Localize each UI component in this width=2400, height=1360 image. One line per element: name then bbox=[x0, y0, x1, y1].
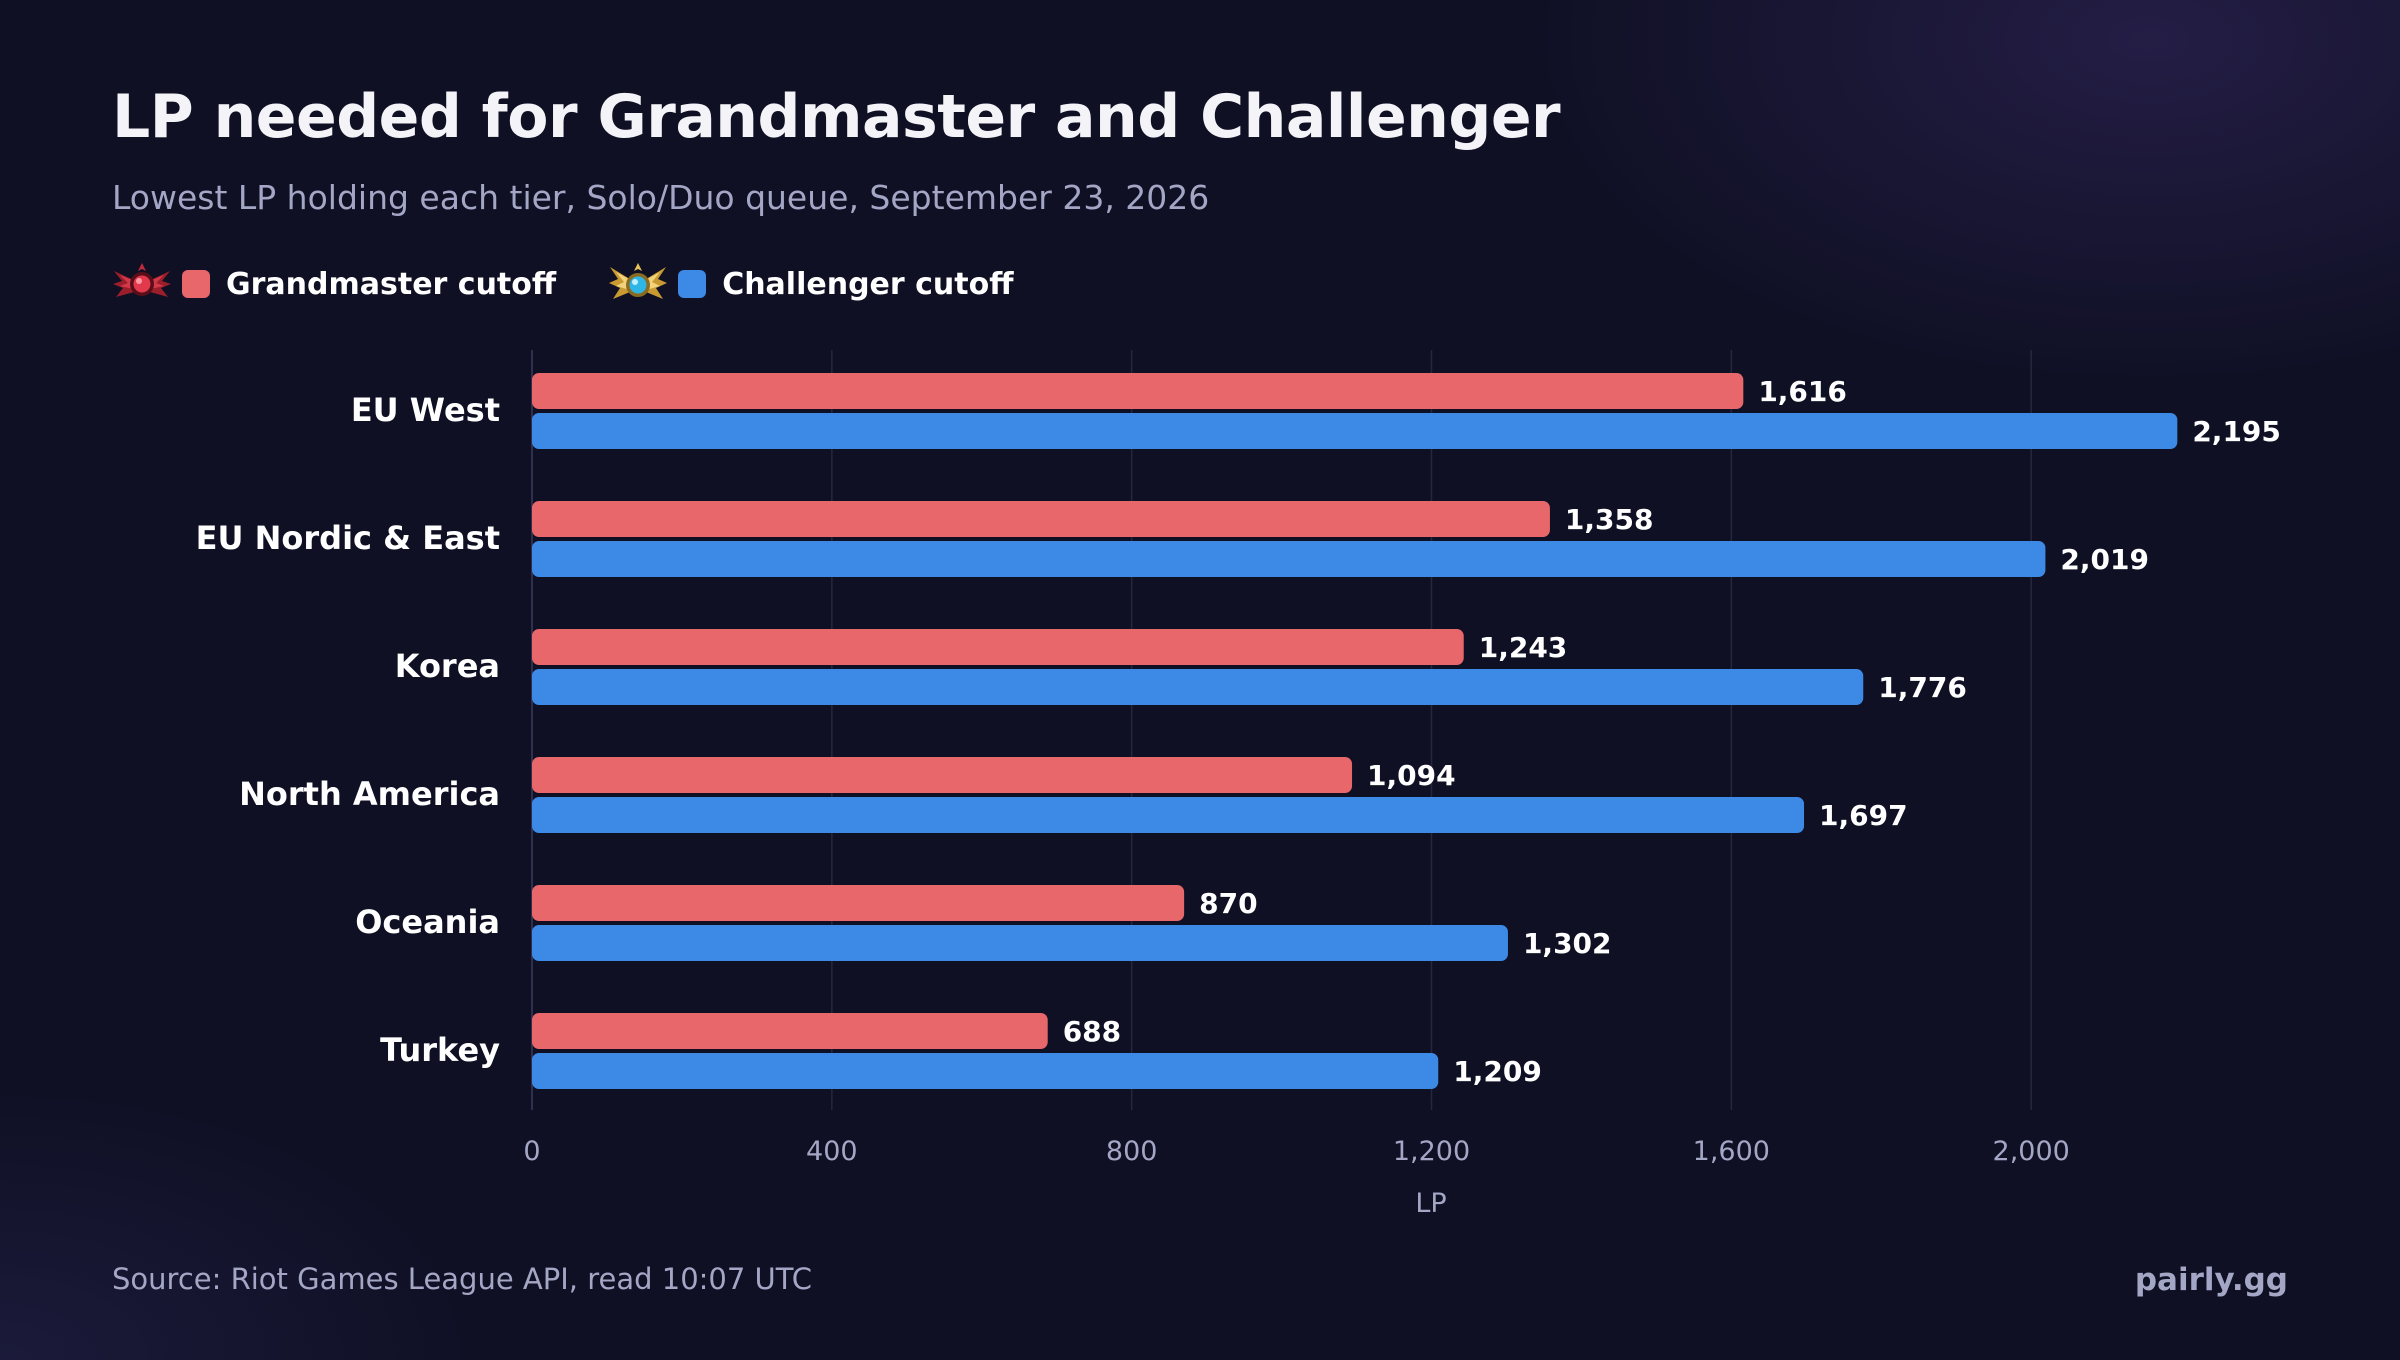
x-tick-label: 0 bbox=[523, 1136, 540, 1167]
data-label: 1,209 bbox=[1453, 1055, 1542, 1088]
chart-title: LP needed for Grandmaster and Challenger bbox=[112, 82, 1561, 152]
x-tick-label: 1,200 bbox=[1393, 1136, 1470, 1167]
category-label: Turkey bbox=[380, 1031, 500, 1069]
x-tick-label: 800 bbox=[1106, 1136, 1158, 1167]
data-label: 1,776 bbox=[1878, 671, 1967, 704]
challenger-bar bbox=[532, 1053, 1439, 1089]
grandmaster-bar bbox=[532, 501, 1550, 537]
source-note: Source: Riot Games League API, read 10:0… bbox=[112, 1262, 813, 1296]
x-tick-label: 1,600 bbox=[1693, 1136, 1770, 1167]
data-label: 1,243 bbox=[1479, 631, 1568, 664]
category-label: EU West bbox=[351, 391, 500, 429]
grandmaster-bar bbox=[532, 757, 1353, 793]
legend: Grandmaster cutoff Challenger cutoff bbox=[112, 256, 1066, 312]
x-axis-ticks: 0 400 800 1,200 1,600 2,000 bbox=[523, 1136, 2069, 1167]
legend-label-challenger: Challenger cutoff bbox=[722, 266, 1014, 302]
bars bbox=[532, 373, 2178, 1089]
legend-label-grandmaster: Grandmaster cutoff bbox=[226, 266, 557, 302]
data-label: 688 bbox=[1063, 1015, 1121, 1048]
data-label: 1,697 bbox=[1819, 799, 1908, 832]
challenger-bar bbox=[532, 413, 2178, 449]
challenger-bar bbox=[532, 669, 1864, 705]
gridlines bbox=[531, 350, 2032, 1110]
category-label: EU Nordic & East bbox=[196, 519, 500, 557]
grandmaster-bar bbox=[532, 1013, 1048, 1049]
challenger-bar bbox=[532, 925, 1508, 961]
data-label: 2,195 bbox=[2192, 415, 2281, 448]
chart-subtitle: Lowest LP holding each tier, Solo/Duo qu… bbox=[112, 178, 1210, 217]
challenger-bar bbox=[532, 541, 2046, 577]
challenger-bar bbox=[532, 797, 1805, 833]
category-labels: EU West EU Nordic & East Korea North Americ… bbox=[196, 391, 501, 1069]
challenger-emblem-icon bbox=[609, 263, 668, 299]
category-label: Korea bbox=[395, 647, 500, 685]
data-label: 1,616 bbox=[1758, 375, 1847, 408]
brand-logo-text: pairly.gg bbox=[2134, 1262, 2288, 1298]
x-axis-title: LP bbox=[1415, 1188, 1446, 1219]
grandmaster-bar bbox=[532, 885, 1185, 921]
category-label: North America bbox=[239, 775, 500, 813]
x-tick-label: 2,000 bbox=[1993, 1136, 2070, 1167]
data-label: 870 bbox=[1199, 887, 1257, 920]
data-label: 1,302 bbox=[1523, 927, 1612, 960]
data-label: 1,358 bbox=[1565, 503, 1654, 536]
data-label: 2,019 bbox=[2060, 543, 2149, 576]
bar-chart: 1,616 2,195 1,358 2,019 1,243 1,776 1,094 1,697… bbox=[196, 350, 2281, 1219]
category-label: Oceania bbox=[355, 903, 500, 941]
legend-swatch-grandmaster bbox=[182, 270, 210, 298]
x-tick-label: 400 bbox=[806, 1136, 858, 1167]
grandmaster-bar bbox=[532, 373, 1744, 409]
grandmaster-emblem-icon bbox=[113, 263, 171, 297]
grandmaster-bar bbox=[532, 629, 1464, 665]
legend-item-challenger: Challenger cutoff bbox=[608, 259, 1014, 309]
value-labels: 1,616 2,195 1,358 2,019 1,243 1,776 1,094 1,697… bbox=[1063, 375, 2281, 1088]
legend-item-grandmaster: Grandmaster cutoff bbox=[112, 259, 556, 309]
data-label: 1,094 bbox=[1367, 759, 1456, 792]
legend-swatch-challenger bbox=[678, 270, 707, 298]
